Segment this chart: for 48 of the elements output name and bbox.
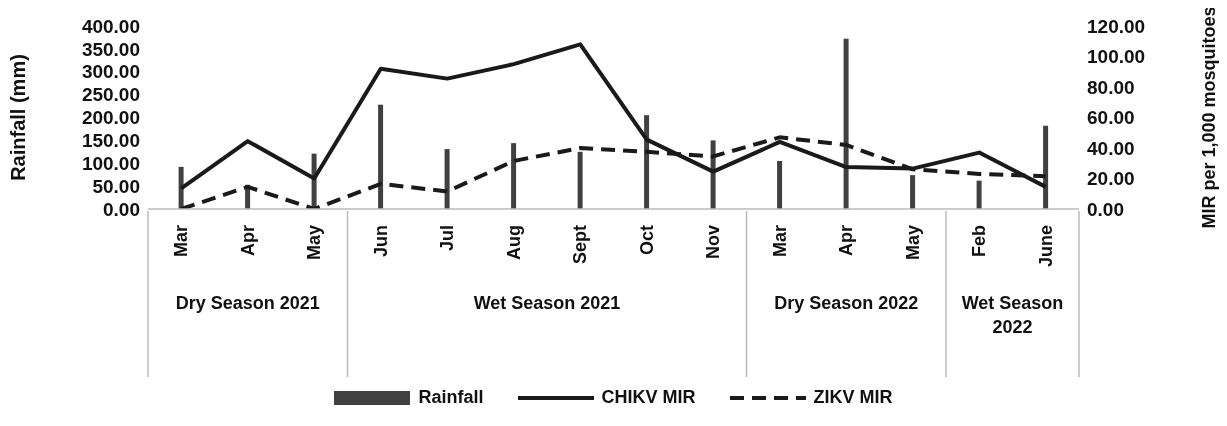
y2-tick-label: 60.00 bbox=[1087, 107, 1135, 129]
y2-tick-label: 0.00 bbox=[1087, 198, 1124, 220]
y-tick-label: 250.00 bbox=[81, 84, 140, 106]
y-tick-label: 300.00 bbox=[81, 61, 140, 83]
x-tick-label: Jul bbox=[437, 225, 458, 252]
bar bbox=[444, 149, 450, 209]
y-tick-label: 50.00 bbox=[92, 175, 140, 197]
legend-label: CHIKV MIR bbox=[601, 387, 696, 408]
y-tick-label: 0.00 bbox=[103, 198, 140, 220]
text: Wet Season 2021 bbox=[473, 293, 621, 313]
text: Wet Season 2022 bbox=[961, 293, 1064, 337]
x-tick-label: Sept bbox=[570, 225, 591, 265]
bar bbox=[777, 160, 783, 209]
x-tick-label: Mar bbox=[171, 225, 192, 258]
text: Dry Season 2022 bbox=[774, 293, 919, 313]
legend-label: Rainfall bbox=[418, 387, 484, 408]
y2-tick-label: 80.00 bbox=[1087, 76, 1135, 98]
x-tick-label: Oct bbox=[636, 225, 657, 256]
y-tick-label: 400.00 bbox=[81, 15, 140, 37]
bar bbox=[976, 180, 982, 209]
bar bbox=[910, 175, 916, 209]
x-tick-label: Aug bbox=[503, 225, 524, 260]
bar bbox=[577, 151, 583, 209]
y-tick-label: 200.00 bbox=[81, 107, 140, 129]
bar bbox=[511, 143, 517, 209]
y2-axis-title: MIR per 1,000 mosquitoes bbox=[1199, 6, 1220, 229]
x-tick-label: Jun bbox=[370, 225, 391, 258]
bar bbox=[1043, 125, 1049, 209]
x-tick-label: June bbox=[1035, 225, 1056, 268]
x-tick-label: Apr bbox=[237, 225, 258, 256]
x-tick-label: Apr bbox=[836, 225, 857, 256]
x-tick-label: Feb bbox=[969, 225, 990, 258]
x-tick-label: Nov bbox=[703, 225, 724, 260]
x-tick-label: Mar bbox=[769, 225, 790, 258]
y-tick-label: 150.00 bbox=[81, 130, 140, 152]
legend-label: ZIKV MIR bbox=[813, 387, 893, 408]
y2-tick-label: 20.00 bbox=[1087, 168, 1135, 190]
text: Dry Season 2021 bbox=[175, 293, 320, 313]
y2-tick-label: 120.00 bbox=[1087, 15, 1146, 37]
y-tick-label: 100.00 bbox=[81, 152, 140, 174]
y-tick-label: 350.00 bbox=[81, 38, 140, 60]
y2-tick-label: 100.00 bbox=[1087, 46, 1146, 68]
y-axis-title: Rainfall (mm) bbox=[7, 54, 30, 181]
bar bbox=[843, 38, 849, 209]
y2-tick-label: 40.00 bbox=[1087, 137, 1135, 159]
x-tick-label: May bbox=[304, 225, 325, 261]
bar bbox=[378, 104, 384, 209]
x-tick-label: May bbox=[902, 225, 923, 261]
